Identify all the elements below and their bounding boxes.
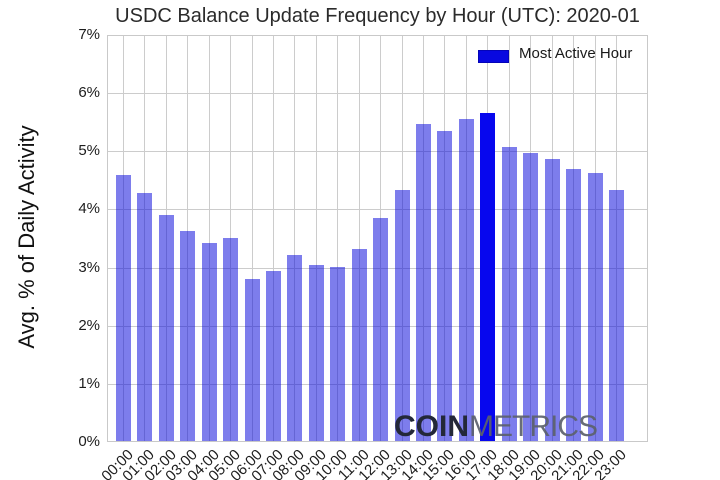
bar-10:00 xyxy=(330,266,346,441)
bar-05:00 xyxy=(223,237,239,441)
gridline-vertical xyxy=(208,36,210,441)
bar-21:00 xyxy=(566,169,582,441)
y-tick-label: 7% xyxy=(78,26,100,43)
bar-01:00 xyxy=(137,193,153,441)
bar-19:00 xyxy=(523,153,539,441)
legend-label: Most Active Hour xyxy=(519,45,633,62)
bar-16:00 xyxy=(458,118,474,441)
bar-11:00 xyxy=(351,249,367,441)
gridline-vertical xyxy=(251,36,253,441)
bar-09:00 xyxy=(308,264,324,441)
bar-00:00 xyxy=(116,174,131,441)
gridline-vertical xyxy=(315,36,317,441)
y-axis-label: Avg. % of Daily Activity xyxy=(14,125,39,349)
y-tick-label: 4% xyxy=(78,200,100,218)
gridline-horizontal xyxy=(108,151,647,153)
bar-04:00 xyxy=(201,243,217,441)
bar-03:00 xyxy=(180,230,196,441)
y-tick-label: 0% xyxy=(78,433,100,450)
bar-22:00 xyxy=(587,172,603,441)
bar-02:00 xyxy=(158,214,174,441)
bar-07:00 xyxy=(266,270,282,441)
watermark-metrics: METRICS xyxy=(469,410,598,443)
y-tick-label: 5% xyxy=(78,142,100,160)
legend-swatch-most-active xyxy=(478,50,509,63)
bar-20:00 xyxy=(544,159,560,441)
y-tick-label: 1% xyxy=(78,374,100,392)
gridline-vertical xyxy=(358,36,360,441)
bar-08:00 xyxy=(287,254,303,441)
bar-13:00 xyxy=(394,189,410,441)
watermark-coin: COIN xyxy=(394,410,469,443)
gridline-vertical xyxy=(273,36,275,441)
y-tick-label: 3% xyxy=(78,258,100,276)
bar-most-active-17:00 xyxy=(480,113,496,441)
gridline-vertical xyxy=(294,36,296,441)
bar-12:00 xyxy=(373,217,389,441)
gridline-horizontal xyxy=(108,93,647,95)
bar-06:00 xyxy=(244,278,260,441)
chart-title: USDC Balance Update Frequency by Hour (U… xyxy=(115,5,640,27)
y-tick-label: 2% xyxy=(78,316,100,334)
bar-23:00 xyxy=(608,189,624,441)
bar-15:00 xyxy=(437,130,453,441)
bar-14:00 xyxy=(416,123,432,441)
plot-area xyxy=(107,35,648,442)
y-tick-label: 6% xyxy=(78,84,100,102)
coinmetrics-watermark: COINMETRICS xyxy=(394,410,598,443)
gridline-vertical xyxy=(337,36,339,441)
bar-18:00 xyxy=(501,146,517,441)
gridline-horizontal xyxy=(108,209,647,211)
